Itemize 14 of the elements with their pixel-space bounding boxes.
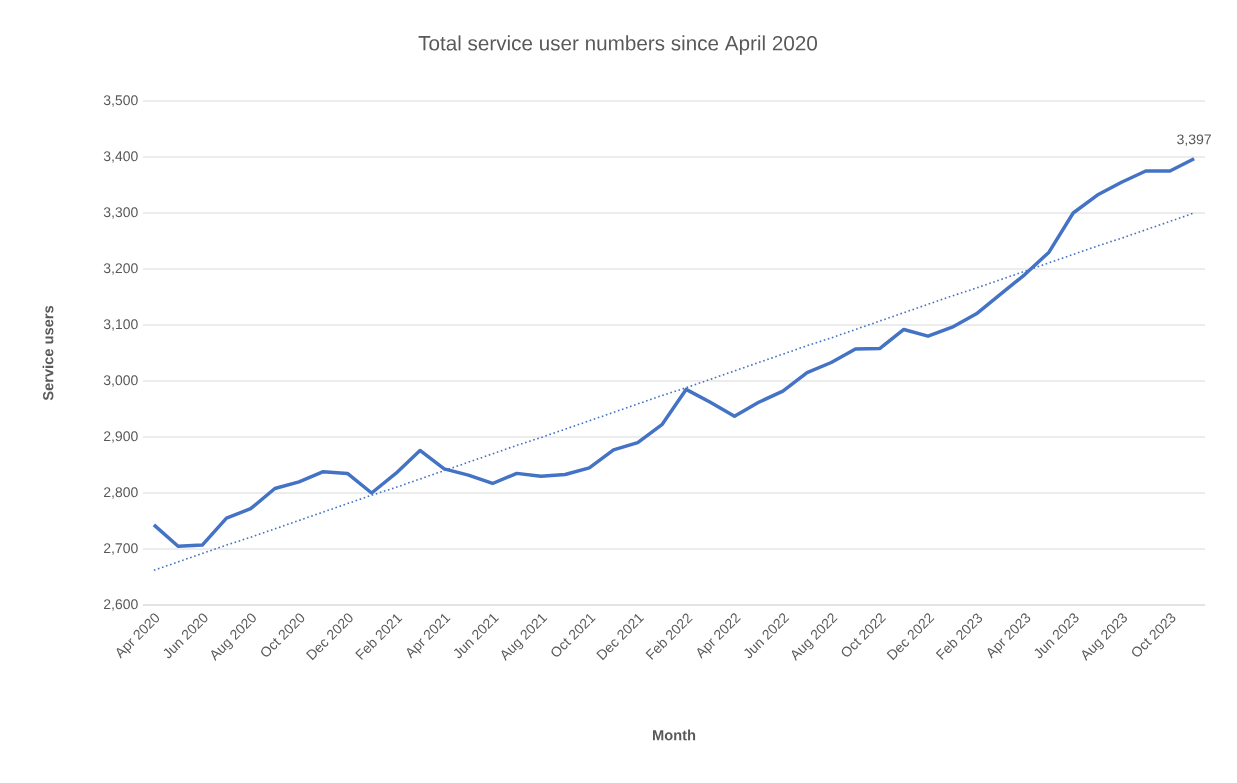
y-tick-label: 2,700: [103, 543, 138, 555]
y-tick-label: 3,500: [103, 95, 138, 107]
y-tick-label: 3,100: [103, 319, 138, 331]
y-tick-label: 2,600: [103, 599, 138, 611]
y-tick-label: 3,300: [103, 207, 138, 219]
y-tick-label: 2,800: [103, 487, 138, 499]
y-tick-label: 3,200: [103, 263, 138, 275]
x-axis-title: Month: [653, 729, 696, 741]
data-label: 3,397: [1177, 134, 1211, 146]
y-tick-label: 3,400: [103, 151, 138, 163]
y-tick-label: 2,900: [103, 431, 138, 443]
y-axis-title: Service users: [42, 305, 54, 401]
chart-title: Total service user numbers since April 2020: [418, 35, 817, 55]
y-tick-label: 3,000: [103, 375, 138, 387]
